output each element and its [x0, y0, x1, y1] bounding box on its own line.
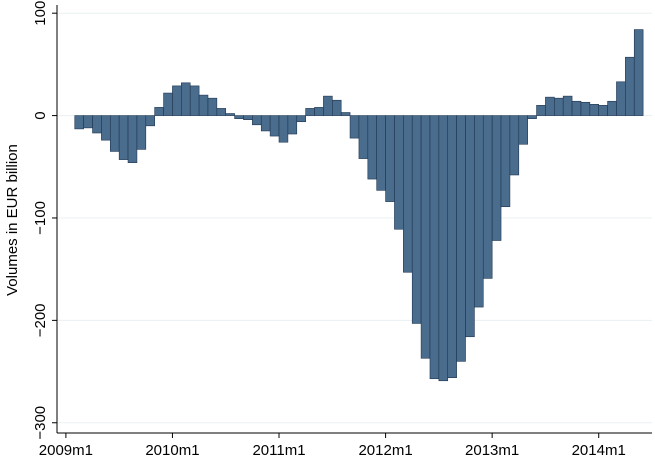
- bar: [136, 115, 147, 150]
- bar: [287, 115, 298, 135]
- bar: [118, 115, 129, 160]
- y-tick-label: −200: [32, 303, 49, 337]
- bar: [74, 115, 84, 130]
- bar: [376, 115, 386, 191]
- bar: [252, 115, 262, 126]
- bar: [189, 85, 200, 116]
- bar: [278, 115, 289, 143]
- bar: [109, 115, 120, 152]
- bar: [243, 115, 253, 120]
- bar: [340, 112, 351, 116]
- bar: [127, 115, 138, 163]
- bar: [314, 107, 324, 116]
- bar: [491, 115, 502, 241]
- bar: [234, 115, 244, 119]
- bar: [331, 99, 342, 116]
- bar: [518, 115, 528, 145]
- bar: [181, 82, 191, 116]
- bar: [411, 115, 422, 324]
- bar: [385, 115, 395, 202]
- bar: [216, 108, 227, 116]
- bar: [625, 56, 635, 116]
- y-tick-label: −100: [32, 201, 49, 235]
- bar: [358, 115, 369, 159]
- bar: [474, 115, 484, 308]
- bar: [420, 115, 431, 359]
- bar: [482, 115, 493, 279]
- x-tick-label: 2014m1: [572, 442, 626, 459]
- x-tick-label: 2009m1: [39, 442, 93, 459]
- bar: [500, 115, 511, 208]
- bar: [580, 101, 591, 116]
- bar: [367, 115, 378, 180]
- bar: [589, 104, 600, 116]
- bar: [172, 85, 182, 116]
- bar: [198, 94, 209, 116]
- bar: [269, 115, 280, 137]
- bar: [536, 105, 546, 116]
- bar: [429, 115, 440, 380]
- bar: [633, 29, 644, 116]
- bar: [465, 115, 475, 338]
- bar: [598, 105, 608, 116]
- bar: [438, 115, 449, 382]
- bar: [616, 81, 626, 116]
- bar: [83, 115, 93, 129]
- bar: [145, 115, 155, 127]
- bar: [207, 97, 218, 116]
- bar: [296, 115, 306, 123]
- y-axis-label: Volumes in EUR billion: [4, 144, 21, 296]
- bar: [225, 113, 235, 116]
- bar: [607, 100, 617, 116]
- x-tick-label: 2013m1: [465, 442, 519, 459]
- y-tick-label: 0: [32, 111, 49, 119]
- bar: [163, 92, 173, 116]
- bar: [456, 115, 466, 362]
- bar: [545, 96, 555, 116]
- bar: [305, 108, 315, 116]
- bar: [527, 115, 537, 119]
- bar: [509, 115, 520, 176]
- x-tick-label: 2011m1: [252, 442, 305, 459]
- bar: [323, 95, 333, 116]
- x-tick-label: 2012m1: [358, 442, 412, 459]
- bar: [260, 115, 271, 132]
- bar: [571, 100, 582, 116]
- bar: [349, 115, 360, 139]
- bar: [554, 97, 564, 116]
- bar: [101, 115, 111, 141]
- bar: [447, 115, 457, 379]
- bar: [154, 107, 164, 116]
- y-tick-label: 100: [32, 1, 49, 26]
- bar: [394, 115, 404, 230]
- y-tick-label: −300: [32, 406, 49, 440]
- bar: [562, 95, 573, 116]
- bar: [403, 115, 413, 273]
- x-tick-label: 2010m1: [145, 442, 199, 459]
- bar: [92, 115, 102, 134]
